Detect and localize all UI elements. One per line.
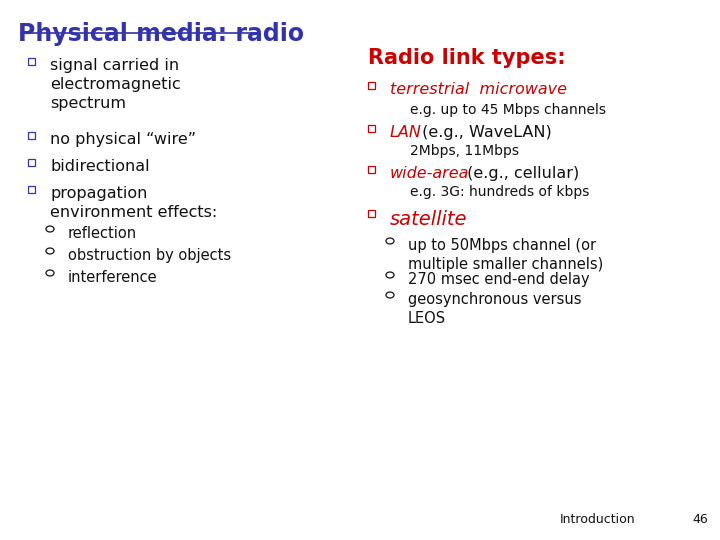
Circle shape — [386, 292, 394, 298]
Text: e.g. up to 45 Mbps channels: e.g. up to 45 Mbps channels — [410, 103, 606, 117]
Text: bidirectional: bidirectional — [50, 159, 150, 174]
Bar — [28, 186, 35, 193]
Text: 2Mbps, 11Mbps: 2Mbps, 11Mbps — [410, 144, 519, 158]
Bar — [368, 125, 375, 132]
Text: signal carried in
electromagnetic
spectrum: signal carried in electromagnetic spectr… — [50, 58, 181, 111]
Bar — [368, 166, 375, 173]
Text: no physical “wire”: no physical “wire” — [50, 132, 196, 147]
Circle shape — [386, 238, 394, 244]
Circle shape — [46, 248, 54, 254]
Text: geosynchronous versus
LEOS: geosynchronous versus LEOS — [408, 292, 582, 326]
Text: 270 msec end-end delay: 270 msec end-end delay — [408, 272, 590, 287]
Text: satellite: satellite — [390, 210, 467, 229]
Text: obstruction by objects: obstruction by objects — [68, 248, 231, 263]
Circle shape — [46, 270, 54, 276]
Circle shape — [386, 272, 394, 278]
Text: (e.g., cellular): (e.g., cellular) — [462, 166, 580, 181]
Text: reflection: reflection — [68, 226, 137, 241]
Bar — [28, 58, 35, 65]
Text: wide-area: wide-area — [390, 166, 469, 181]
Text: 46: 46 — [692, 513, 708, 526]
Bar — [28, 132, 35, 139]
Bar — [368, 82, 375, 89]
Text: terrestrial  microwave: terrestrial microwave — [390, 82, 567, 97]
Text: LAN: LAN — [390, 125, 422, 140]
Text: propagation
environment effects:: propagation environment effects: — [50, 186, 217, 220]
Bar — [368, 210, 375, 217]
Text: Introduction: Introduction — [560, 513, 636, 526]
Text: Physical media: radio: Physical media: radio — [18, 22, 304, 46]
Text: interference: interference — [68, 270, 158, 285]
Text: Radio link types:: Radio link types: — [368, 48, 566, 68]
Bar — [28, 159, 35, 166]
Text: up to 50Mbps channel (or
multiple smaller channels): up to 50Mbps channel (or multiple smalle… — [408, 238, 603, 272]
Circle shape — [46, 226, 54, 232]
Text: e.g. 3G: hundreds of kbps: e.g. 3G: hundreds of kbps — [410, 185, 590, 199]
Text: (e.g., WaveLAN): (e.g., WaveLAN) — [417, 125, 552, 140]
